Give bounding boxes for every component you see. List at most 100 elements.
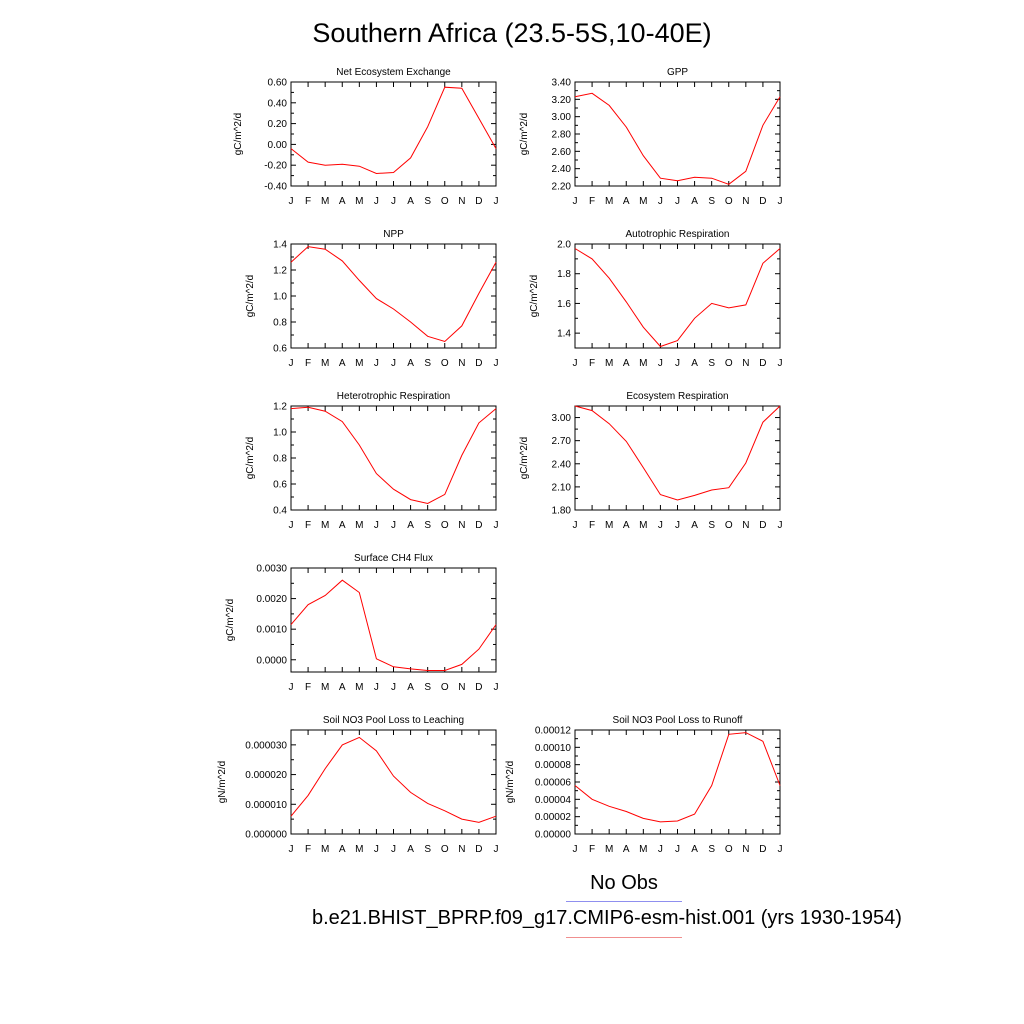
x-tick-label: N (458, 682, 465, 693)
x-tick-label: O (725, 196, 733, 207)
legend-case-swatch (566, 937, 682, 938)
x-tick-label: S (708, 358, 715, 369)
panel-title: Heterotrophic Respiration (337, 391, 450, 402)
y-tick-label: 1.8 (557, 269, 571, 280)
x-tick-label: J (778, 520, 783, 531)
y-tick-label: 0.40 (268, 98, 288, 109)
chart-panel-hr: Heterotrophic Respiration gC/m^2/d 1.2 1.0 0… (245, 391, 499, 531)
y-tick-label: 3.20 (552, 95, 572, 106)
y-tick-label: 3.00 (552, 413, 572, 424)
x-tick-label: O (441, 196, 449, 207)
y-tick-label: 0.00002 (535, 812, 572, 823)
x-tick-label: J (778, 196, 783, 207)
y-axis-label: gC/m^2/d (245, 275, 256, 318)
series-line (574, 732, 781, 823)
y-tick-label: 0.0000 (256, 655, 287, 666)
x-tick-label: M (355, 358, 363, 369)
y-tick-label: 1.4 (557, 329, 571, 340)
y-tick-label: 2.40 (552, 459, 572, 470)
x-tick-label: J (494, 358, 499, 369)
y-axis-label: gC/m^2/d (519, 113, 530, 156)
plot-frame (574, 729, 781, 835)
x-tick-label: J (374, 682, 379, 693)
figure-title: Southern Africa (23.5-5S,10-40E) (312, 18, 712, 48)
x-tick-label: M (605, 520, 613, 531)
x-tick-label: J (573, 196, 578, 207)
x-tick-label: M (355, 196, 363, 207)
y-tick-label: 0.00 (268, 140, 288, 151)
y-tick-label: -0.40 (264, 182, 287, 193)
x-tick-label: J (573, 520, 578, 531)
y-tick-label: 1.0 (273, 428, 287, 439)
y-tick-label: 2.80 (552, 130, 572, 141)
x-tick-label: M (321, 682, 329, 693)
chart-panel-leach: Soil NO3 Pool Loss to Leaching gN/m^2/d 0.… (217, 715, 499, 855)
y-tick-label: 0.00012 (535, 726, 572, 737)
x-tick-label: S (424, 196, 431, 207)
x-tick-label: M (321, 520, 329, 531)
x-tick-label: F (305, 682, 311, 693)
x-tick-label: A (623, 844, 630, 855)
x-tick-label: M (605, 196, 613, 207)
y-tick-label: 0.00000 (535, 830, 572, 841)
x-tick-label: A (407, 358, 414, 369)
x-tick-label: J (658, 520, 663, 531)
x-tick-label: S (424, 844, 431, 855)
series-line (290, 86, 497, 175)
y-tick-label: 0.000000 (245, 830, 287, 841)
x-tick-label: M (321, 196, 329, 207)
y-tick-label: 1.0 (273, 292, 287, 303)
y-tick-label: 0.00006 (535, 778, 572, 789)
x-tick-label: A (691, 520, 698, 531)
y-axis-label: gN/m^2/d (217, 761, 228, 804)
x-tick-label: M (355, 520, 363, 531)
panel-title: NPP (383, 229, 404, 240)
y-tick-label: 0.00008 (535, 760, 572, 771)
y-tick-label: 0.8 (273, 454, 287, 465)
x-tick-label: A (691, 358, 698, 369)
x-tick-label: A (691, 196, 698, 207)
chart-panel-runoff: Soil NO3 Pool Loss to Runoff gN/m^2/d 0.00… (505, 715, 783, 855)
y-tick-label: 0.60 (268, 78, 288, 89)
x-tick-label: S (424, 682, 431, 693)
y-tick-label: -0.20 (264, 161, 287, 172)
x-tick-label: J (391, 520, 396, 531)
y-tick-label: 0.6 (273, 344, 287, 355)
x-tick-label: O (725, 844, 733, 855)
x-tick-label: M (639, 196, 647, 207)
x-tick-label: J (374, 844, 379, 855)
chart-panel-ch4: Surface CH4 Flux gC/m^2/d 0.0030 0.0020 0.00… (225, 553, 499, 693)
legend-case-label: b.e21.BHIST_BPRP.f09_g17.CMIP6-esm-hist.… (312, 907, 902, 929)
x-tick-label: J (778, 844, 783, 855)
x-tick-label: D (759, 520, 766, 531)
x-tick-label: J (289, 520, 294, 531)
y-tick-label: 0.0030 (256, 564, 287, 575)
y-tick-label: 2.10 (552, 482, 572, 493)
chart-panel-gpp: GPPgC/m^2/d3.403.203.002.802.602.402.20J… (519, 67, 783, 207)
plot-frame (574, 81, 781, 187)
y-axis-label: gC/m^2/d (529, 275, 540, 318)
x-tick-label: D (475, 196, 482, 207)
y-tick-label: 2.40 (552, 164, 572, 175)
y-tick-label: 1.80 (552, 506, 572, 517)
x-tick-label: D (475, 682, 482, 693)
chart-panel-nee: Net Ecosystem Exchange gC/m^2/d 0.60 0.40 0.… (233, 67, 499, 207)
panel-title: GPP (667, 67, 688, 78)
x-tick-label: J (494, 196, 499, 207)
y-tick-label: 1.2 (273, 402, 287, 413)
x-tick-label: N (742, 358, 749, 369)
x-tick-label: A (339, 682, 346, 693)
x-tick-label: N (458, 520, 465, 531)
x-tick-label: F (305, 520, 311, 531)
x-tick-label: M (639, 844, 647, 855)
x-tick-label: J (374, 358, 379, 369)
x-tick-label: A (339, 844, 346, 855)
x-tick-label: A (339, 358, 346, 369)
x-tick-label: D (759, 844, 766, 855)
x-tick-label: M (355, 844, 363, 855)
x-tick-label: J (289, 358, 294, 369)
x-tick-label: N (742, 196, 749, 207)
x-tick-label: J (391, 358, 396, 369)
